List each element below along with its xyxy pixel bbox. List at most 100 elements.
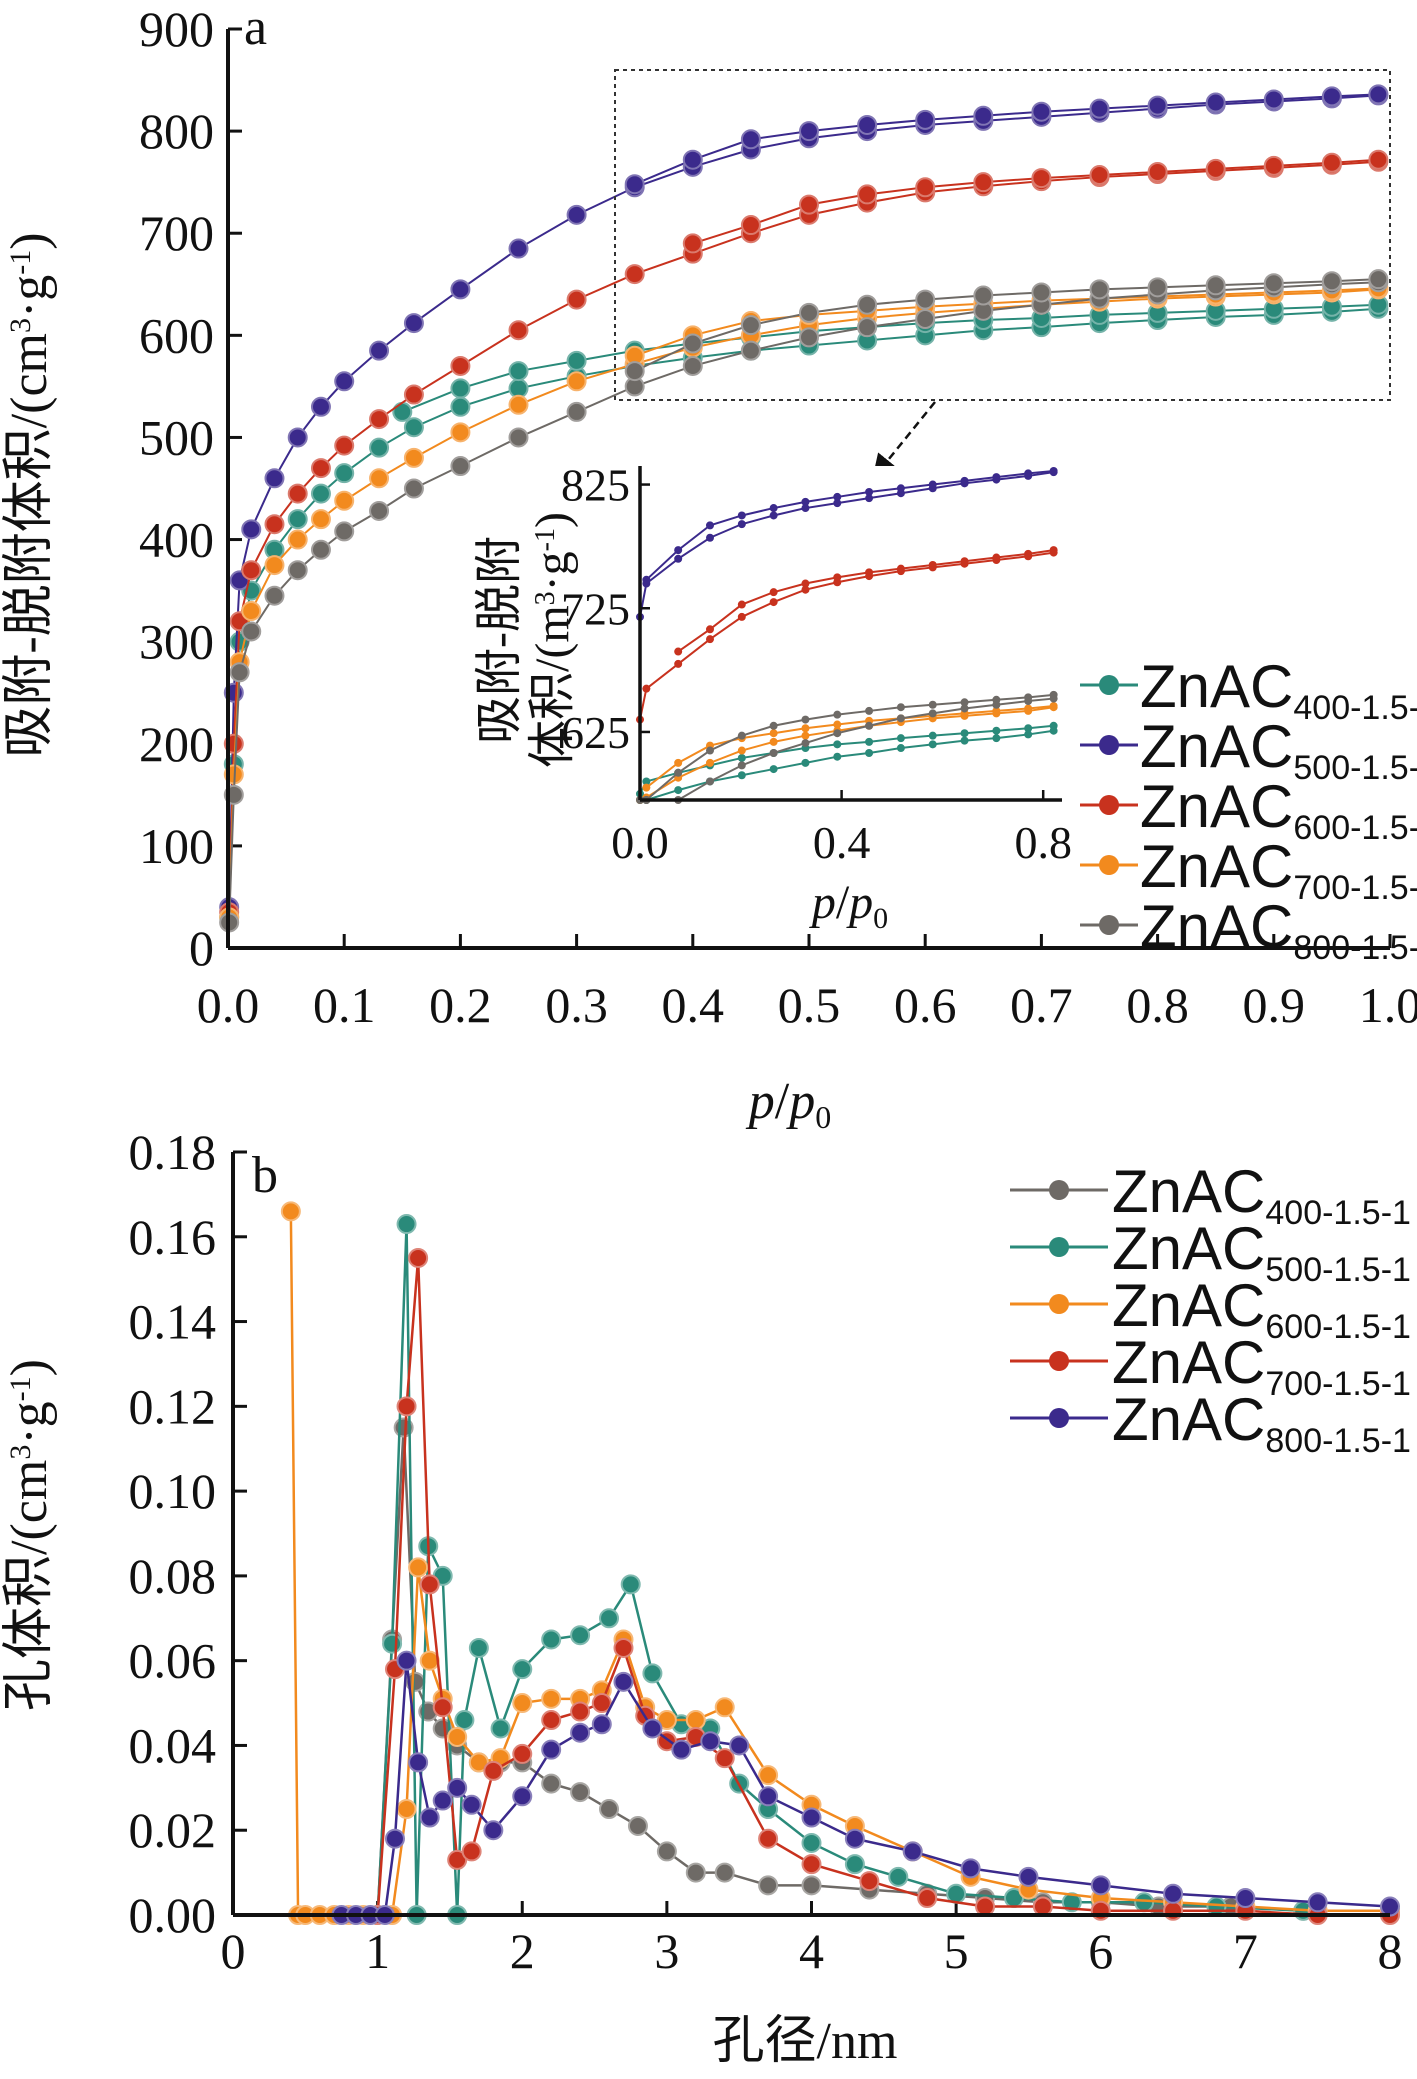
inset-point: [833, 499, 842, 508]
y-tick-label: 300: [139, 614, 214, 670]
data-point: [758, 1828, 779, 1849]
data-point: [685, 1710, 706, 1731]
legend-label: ZnAC600-1.5-1: [1140, 773, 1417, 847]
data-point: [1368, 149, 1389, 170]
data-point: [384, 1828, 405, 1849]
y-tick-label: 0.00: [129, 1887, 217, 1943]
data-point: [1321, 271, 1342, 292]
panel-a-y-title-mid: ·g: [1, 275, 58, 318]
x-tick-label: 1: [365, 1923, 390, 1979]
data-point: [1031, 282, 1052, 303]
data-point: [483, 1760, 504, 1781]
inset-point: [801, 585, 810, 594]
inset-point: [674, 647, 683, 656]
inset-point: [865, 721, 874, 730]
inset-point: [865, 487, 874, 496]
legend-marker: [1099, 855, 1119, 875]
y-tick-label: 0.08: [129, 1548, 217, 1604]
y-tick-label: 0.04: [129, 1717, 217, 1773]
data-point: [642, 1718, 663, 1739]
inset-point: [706, 533, 714, 542]
data-point: [447, 1849, 468, 1870]
data-point: [682, 149, 703, 170]
data-point: [1321, 86, 1342, 107]
data-point: [1089, 98, 1110, 119]
data-point: [287, 483, 308, 504]
panel-a-y-tick-labels: 0 100 200 300 400 500 600 700 800 900: [139, 1, 214, 976]
series: [219, 84, 1389, 918]
panel-a-x-title-p0: p: [785, 1073, 815, 1130]
inset-point: [1024, 469, 1033, 478]
inset-x-axis-title: p/p0: [809, 876, 888, 935]
data-point: [512, 1743, 533, 1764]
data-point: [541, 1773, 562, 1794]
inset-point: [833, 573, 842, 582]
inset-x-tick-label: 0.0: [611, 817, 669, 868]
panel-a-y-title-sup1: 3: [4, 318, 37, 333]
x-tick-label: 2: [510, 1923, 535, 1979]
data-point: [624, 174, 645, 195]
data-point: [888, 1866, 909, 1887]
x-tick-label: 1.0: [1359, 977, 1417, 1033]
data-point: [512, 1693, 533, 1714]
y-tick-label: 0.16: [129, 1209, 217, 1265]
legend-marker: [1049, 1180, 1069, 1200]
legend-item: ZnAC600-1.5-1: [1010, 1272, 1411, 1346]
data-point: [714, 1862, 735, 1883]
x-tick-label: 0.7: [1010, 977, 1073, 1033]
data-point: [396, 1799, 417, 1820]
inset-x-title-slash: /: [836, 876, 850, 929]
data-point: [801, 1807, 822, 1828]
data-point: [613, 1671, 634, 1692]
inset-point: [1049, 546, 1058, 555]
data-point: [450, 422, 471, 443]
data-point: [1032, 1896, 1053, 1917]
data-point: [570, 1782, 591, 1803]
inset-point: [769, 511, 778, 520]
x-tick-label: 0.0: [197, 977, 260, 1033]
data-point: [310, 509, 331, 530]
data-point: [264, 514, 285, 535]
inset-y-title-cn2: 体积: [526, 672, 579, 768]
inset-point: [1024, 724, 1033, 733]
y-tick-label: 200: [139, 716, 214, 772]
data-point: [1090, 1900, 1111, 1921]
panel-b-legend: ZnAC400-1.5-1ZnAC500-1.5-1ZnAC600-1.5-1Z…: [1010, 1158, 1411, 1460]
data-point: [627, 1815, 648, 1836]
inset-point: [737, 771, 746, 780]
data-point: [915, 177, 936, 198]
data-point: [917, 1888, 938, 1909]
legend-label: ZnAC800-1.5-1: [1140, 893, 1417, 967]
data-point: [408, 1557, 429, 1578]
legend-marker: [1049, 1351, 1069, 1371]
legend-label: ZnAC400-1.5-1: [1140, 653, 1417, 727]
data-point: [682, 233, 703, 254]
data-point: [758, 1786, 779, 1807]
data-point: [844, 1854, 865, 1875]
inset-point: [737, 520, 746, 529]
inset-point: [1024, 704, 1033, 713]
data-point: [801, 1875, 822, 1896]
legend-label-base: ZnAC: [1140, 773, 1293, 840]
inset-point: [769, 765, 778, 774]
inset-point: [674, 758, 683, 767]
data-point: [740, 340, 761, 361]
y-tick-label: 0.12: [129, 1378, 217, 1434]
y-tick-label: 800: [139, 103, 214, 159]
data-point: [369, 500, 390, 521]
data-point: [566, 401, 587, 422]
data-point: [508, 427, 529, 448]
data-point: [1368, 269, 1389, 290]
inset-point: [928, 731, 937, 740]
inset-point: [801, 731, 810, 740]
inset-point: [706, 758, 714, 767]
inset-point: [992, 553, 1001, 562]
inset-point: [960, 698, 969, 707]
data-point: [599, 1608, 620, 1629]
panel-b-series-group: [280, 1201, 1400, 1925]
legend-item: ZnAC700-1.5-1: [1080, 833, 1417, 907]
y-tick-label: 0.18: [129, 1124, 217, 1180]
inset-point: [865, 706, 874, 715]
